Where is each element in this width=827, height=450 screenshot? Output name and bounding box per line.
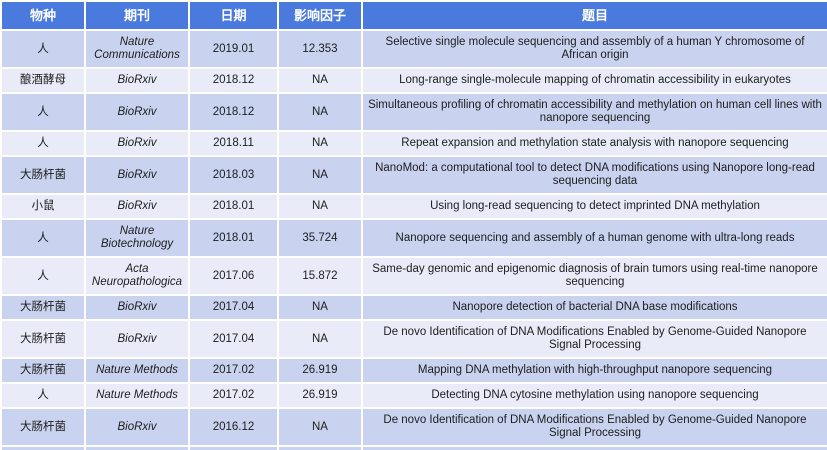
cell-title: Selective single molecule sequencing and… <box>361 29 827 69</box>
table-row: 人 Nature Biotechnology 2018.01 35.724 Nanopo… <box>0 218 827 258</box>
cell-species: 酿酒酵母 <box>0 67 86 94</box>
cell-date: 2017.02 <box>188 357 279 384</box>
cell-impact_factor: NA <box>277 319 363 359</box>
cell-impact_factor: 15.872 <box>277 256 363 296</box>
cell-title: De novo Identification of DNA Modificati… <box>361 319 827 359</box>
table-row: 大肠杆菌 BioRxiv 2016.12 NA De novo Identificati… <box>0 407 827 447</box>
cell-date: 2018.11 <box>188 130 279 157</box>
cell-date: 2017.04 <box>188 294 279 321</box>
cell-impact_factor: NA <box>277 155 363 195</box>
cell-empty <box>188 445 279 450</box>
cell-journal: Nature Biotechnology <box>84 218 190 258</box>
cell-date: 2018.12 <box>188 67 279 94</box>
cell-title: Detecting DNA cytosine methylation using… <box>361 382 827 409</box>
table-row: 大肠杆菌 Nature Methods 2017.02 26.919 Mapping D… <box>0 357 827 384</box>
table-row: 酿酒酵母 BioRxiv 2018.12 NA Long-range single-mo… <box>0 67 827 94</box>
cell-species: 大肠杆菌 <box>0 357 86 384</box>
cell-empty <box>277 445 363 450</box>
cell-species: 人 <box>0 92 86 132</box>
table-row: 大肠杆菌 BioRxiv 2018.03 NA NanoMod: a computati… <box>0 155 827 195</box>
cell-species: 大肠杆菌 <box>0 294 86 321</box>
column-header-impact_factor: 影响因子 <box>277 0 363 31</box>
cell-date: 2016.12 <box>188 407 279 447</box>
header-row: 物种 期刊 日期 影响因子 题目 <box>0 0 827 31</box>
table-body: 人 Nature Communications 2019.01 12.353 Selec… <box>0 29 827 450</box>
cell-species: 大肠杆菌 <box>0 407 86 447</box>
table-row: 人 BioRxiv 2018.11 NA Repeat expansion and me… <box>0 130 827 157</box>
cell-species: 人 <box>0 382 86 409</box>
cell-date: 2017.04 <box>188 319 279 359</box>
cell-title: NanoMod: a computational tool to detect … <box>361 155 827 195</box>
cell-impact_factor: NA <box>277 193 363 220</box>
cell-empty <box>84 445 190 450</box>
cell-impact_factor: 35.724 <box>277 218 363 258</box>
table-header: 物种 期刊 日期 影响因子 题目 <box>0 0 827 31</box>
cell-title: Using long-read sequencing to detect imp… <box>361 193 827 220</box>
table-row: 大肠杆菌 BioRxiv 2017.04 NA Nanopore detection o… <box>0 294 827 321</box>
cell-title: Nanopore detection of bacterial DNA base… <box>361 294 827 321</box>
cell-journal: Nature Methods <box>84 382 190 409</box>
column-header-date: 日期 <box>188 0 279 31</box>
cell-title: Mapping DNA methylation with high-throug… <box>361 357 827 384</box>
cell-journal: BioRxiv <box>84 407 190 447</box>
table-row: 大肠杆菌 BioRxiv 2017.04 NA De novo Identificati… <box>0 319 827 359</box>
cell-impact_factor: NA <box>277 407 363 447</box>
cell-journal: BioRxiv <box>84 319 190 359</box>
cell-journal: BioRxiv <box>84 193 190 220</box>
cell-impact_factor: NA <box>277 92 363 132</box>
cell-species: 人 <box>0 29 86 69</box>
cell-title: Repeat expansion and methylation state a… <box>361 130 827 157</box>
table-row-partial <box>0 445 827 450</box>
table-row: 人 Nature Methods 2017.02 26.919 Detecting DN… <box>0 382 827 409</box>
cell-journal: BioRxiv <box>84 130 190 157</box>
cell-impact_factor: NA <box>277 130 363 157</box>
column-header-journal: 期刊 <box>84 0 190 31</box>
cell-impact_factor: 26.919 <box>277 357 363 384</box>
cell-species: 大肠杆菌 <box>0 319 86 359</box>
cell-species: 人 <box>0 130 86 157</box>
cell-species: 小鼠 <box>0 193 86 220</box>
cell-species: 人 <box>0 256 86 296</box>
cell-journal: BioRxiv <box>84 155 190 195</box>
cell-title: De novo Identification of DNA Modificati… <box>361 407 827 447</box>
cell-date: 2017.02 <box>188 382 279 409</box>
cell-journal: Acta Neuropathologica <box>84 256 190 296</box>
cell-date: 2018.03 <box>188 155 279 195</box>
table-row: 小鼠 BioRxiv 2018.01 NA Using long-read sequen… <box>0 193 827 220</box>
cell-journal: BioRxiv <box>84 294 190 321</box>
cell-journal: Nature Communications <box>84 29 190 69</box>
column-header-species: 物种 <box>0 0 86 31</box>
cell-title: Same-day genomic and epigenomic diagnosi… <box>361 256 827 296</box>
cell-title: Simultaneous profiling of chromatin acce… <box>361 92 827 132</box>
cell-title: Long-range single-molecule mapping of ch… <box>361 67 827 94</box>
cell-impact_factor: 26.919 <box>277 382 363 409</box>
column-header-title: 题目 <box>361 0 827 31</box>
table-row: 人 BioRxiv 2018.12 NA Simultaneous profiling … <box>0 92 827 132</box>
cell-title: Nanopore sequencing and assembly of a hu… <box>361 218 827 258</box>
table-row: 人 Nature Communications 2019.01 12.353 Selec… <box>0 29 827 69</box>
table-row: 人 Acta Neuropathologica 2017.06 15.872 Same-… <box>0 256 827 296</box>
cell-date: 2018.01 <box>188 193 279 220</box>
cell-date: 2017.06 <box>188 256 279 296</box>
cell-species: 大肠杆菌 <box>0 155 86 195</box>
cell-journal: BioRxiv <box>84 92 190 132</box>
cell-impact_factor: 12.353 <box>277 29 363 69</box>
cell-date: 2018.12 <box>188 92 279 132</box>
cell-empty <box>361 445 827 450</box>
cell-impact_factor: NA <box>277 294 363 321</box>
cell-species: 人 <box>0 218 86 258</box>
cell-journal: BioRxiv <box>84 67 190 94</box>
cell-date: 2018.01 <box>188 218 279 258</box>
cell-impact_factor: NA <box>277 67 363 94</box>
cell-empty <box>0 445 86 450</box>
cell-journal: Nature Methods <box>84 357 190 384</box>
cell-date: 2019.01 <box>188 29 279 69</box>
